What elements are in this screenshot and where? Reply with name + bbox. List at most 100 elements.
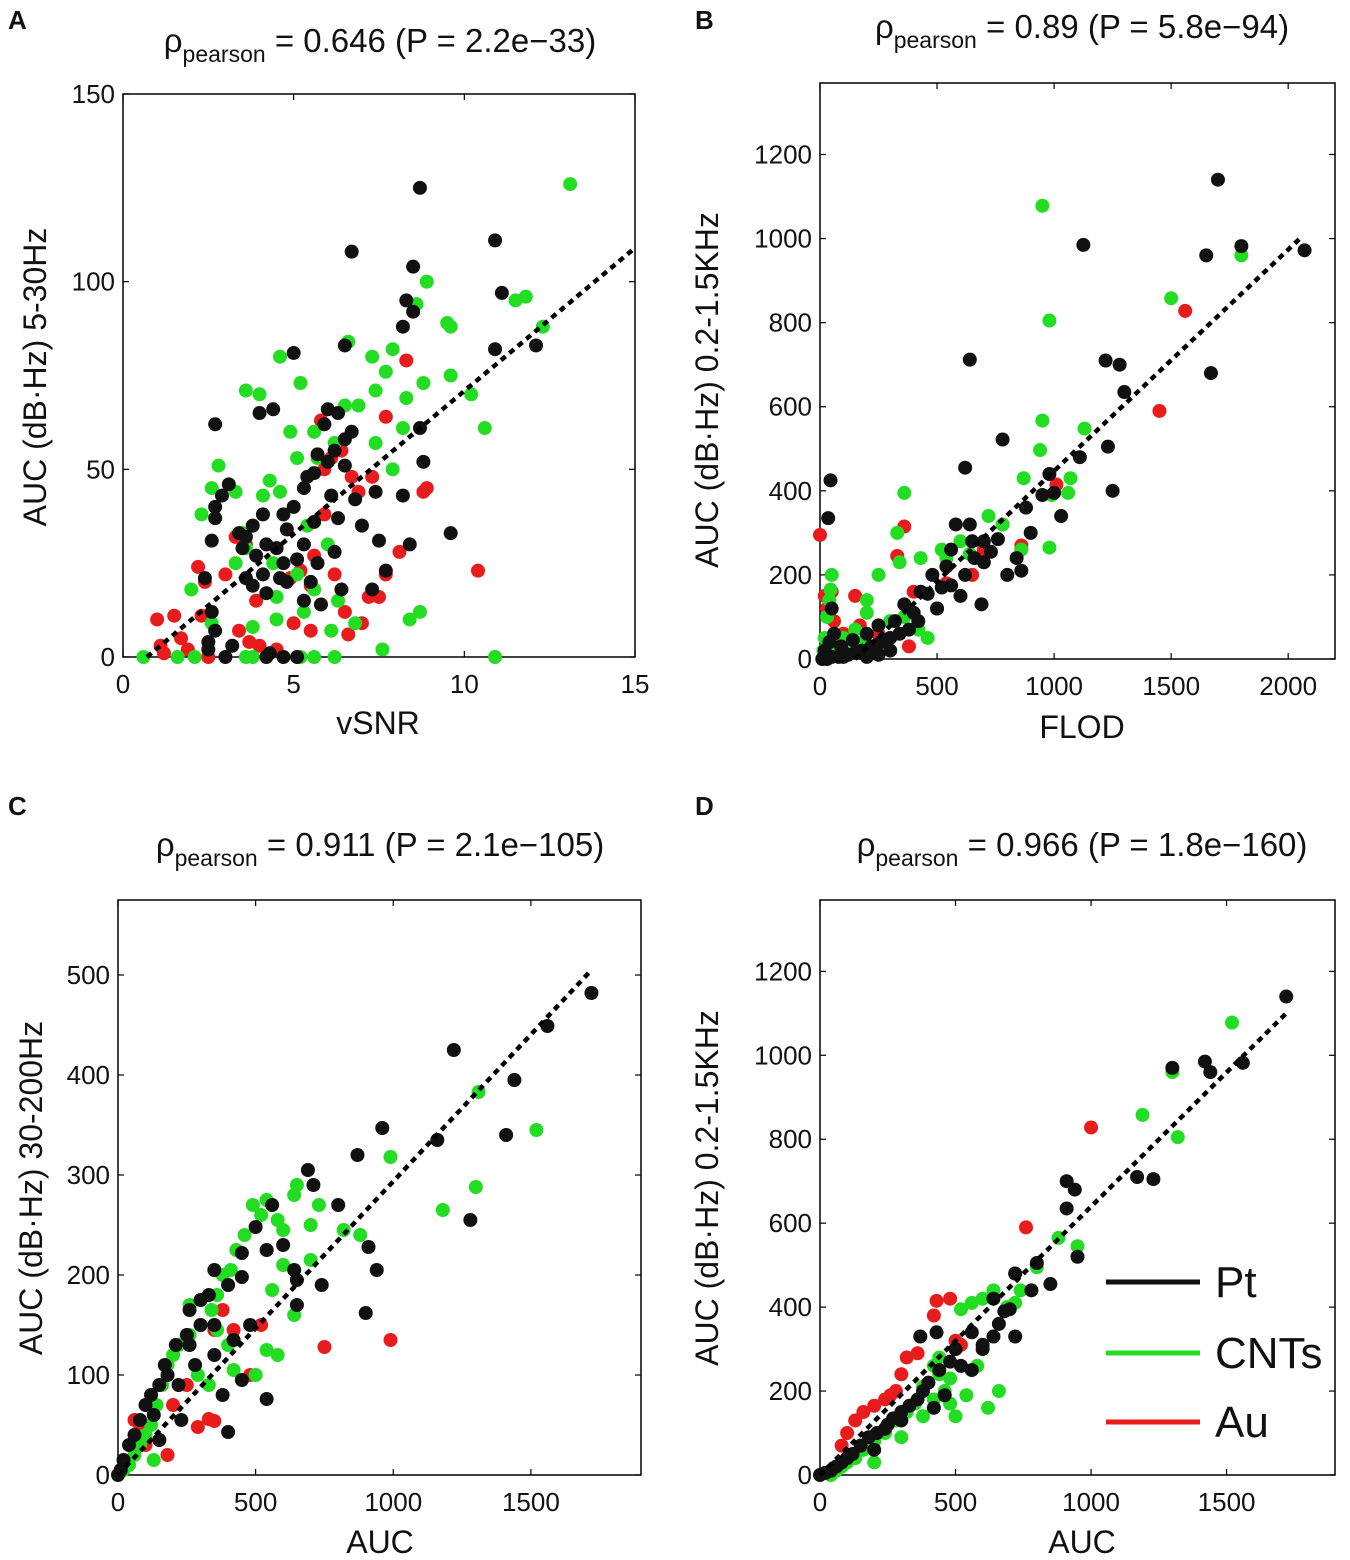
point-pt [372, 533, 386, 548]
point-pt [953, 1358, 968, 1373]
legend-item-pt: Pt [1106, 1258, 1257, 1307]
point-au [894, 1367, 909, 1382]
y-tick-label: 400 [769, 476, 812, 506]
point-pt [1043, 1277, 1058, 1292]
y-tick-label: 50 [86, 454, 115, 484]
point-au [215, 1303, 230, 1317]
point-cnts [348, 616, 363, 631]
point-pt [1297, 243, 1312, 258]
point-cnts [1164, 291, 1179, 306]
point-pt [287, 1263, 302, 1277]
point-cnts [823, 582, 838, 597]
point-pt [279, 522, 294, 537]
point-pt [365, 582, 380, 597]
point-au [166, 1398, 181, 1412]
point-pt [986, 1329, 1001, 1344]
point-pt [395, 488, 410, 503]
plot-frame [819, 82, 1336, 660]
point-au [1152, 403, 1167, 418]
point-pt [138, 1398, 153, 1412]
point-cnts [385, 462, 400, 477]
fit-line [853, 236, 1302, 661]
point-pt [929, 1325, 944, 1340]
point-pt [962, 352, 977, 367]
point-cnts [1061, 485, 1076, 500]
legend-item-cnts: CNTs [1106, 1329, 1323, 1378]
point-pt [248, 1220, 263, 1234]
point-pt [310, 556, 325, 571]
point-pt [279, 574, 294, 589]
point-au [848, 1413, 863, 1428]
point-cnts [1070, 1239, 1085, 1254]
point-pt [255, 507, 270, 522]
y-tick-label: 400 [67, 1060, 110, 1090]
point-pt [375, 1121, 390, 1135]
point-cnts [324, 623, 339, 638]
point-pt [348, 492, 363, 507]
point-cnts [943, 1371, 958, 1386]
point-pt [507, 1073, 522, 1087]
point-cnts [419, 274, 434, 289]
point-pt [344, 244, 359, 259]
point-pt [584, 986, 599, 1000]
point-cnts [368, 383, 383, 398]
plot-frame [117, 899, 642, 1476]
point-cnts [1042, 313, 1057, 328]
point-pt [276, 650, 291, 664]
point-pt [1014, 563, 1029, 578]
point-pt [1054, 509, 1069, 524]
point-pt [859, 626, 874, 641]
point-pt [313, 597, 328, 612]
point-pt [402, 537, 417, 552]
point-pt [1117, 385, 1132, 400]
point-pt [1165, 1060, 1180, 1075]
point-pt [412, 180, 427, 195]
point-au [470, 563, 485, 578]
point-pt [262, 646, 277, 661]
point-cnts [1035, 198, 1050, 213]
chart-title: ρpearson = 0.911 (P = 2.1e−105) [156, 826, 604, 871]
point-pt [859, 649, 874, 664]
point-pt [234, 1373, 249, 1387]
point-pt [948, 1342, 963, 1357]
x-axis-label: FLOD [1039, 709, 1124, 745]
point-cnts [266, 556, 281, 571]
point-cnts [238, 650, 253, 664]
point-pt [1105, 483, 1120, 498]
point-pt [871, 647, 886, 662]
point-au [840, 1426, 855, 1441]
x-tick-label: 1000 [364, 1487, 422, 1517]
x-axis-label: AUC [346, 1524, 414, 1560]
point-au [341, 627, 356, 642]
point-pt [1059, 1201, 1074, 1216]
point-pt [331, 1198, 346, 1212]
x-tick-label: 5 [286, 669, 300, 699]
point-au [926, 1308, 941, 1323]
point-cnts [890, 525, 905, 540]
point-pt [207, 1263, 222, 1277]
y-tick-label: 150 [72, 79, 115, 109]
point-au [191, 559, 206, 574]
y-tick-label: 1200 [754, 139, 812, 169]
point-cnts [508, 293, 523, 308]
point-pt [276, 1238, 291, 1252]
point-pt [207, 1348, 222, 1362]
panel-letter: A [8, 5, 27, 35]
point-pt [255, 567, 270, 582]
point-au [232, 623, 247, 638]
x-tick-label: 500 [915, 671, 958, 701]
point-cnts [477, 421, 492, 436]
point-cnts [443, 368, 458, 383]
point-au [160, 1448, 175, 1462]
point-cnts [303, 1218, 318, 1232]
panel-letter: C [8, 791, 27, 821]
point-pt [252, 406, 267, 421]
point-cnts [378, 364, 393, 379]
point-cnts [245, 1198, 260, 1212]
point-pt [1199, 248, 1214, 263]
point-pt [337, 338, 352, 353]
point-au [303, 623, 318, 638]
point-pt [182, 1303, 197, 1317]
point-pt [276, 507, 291, 522]
point-cnts [273, 484, 288, 499]
